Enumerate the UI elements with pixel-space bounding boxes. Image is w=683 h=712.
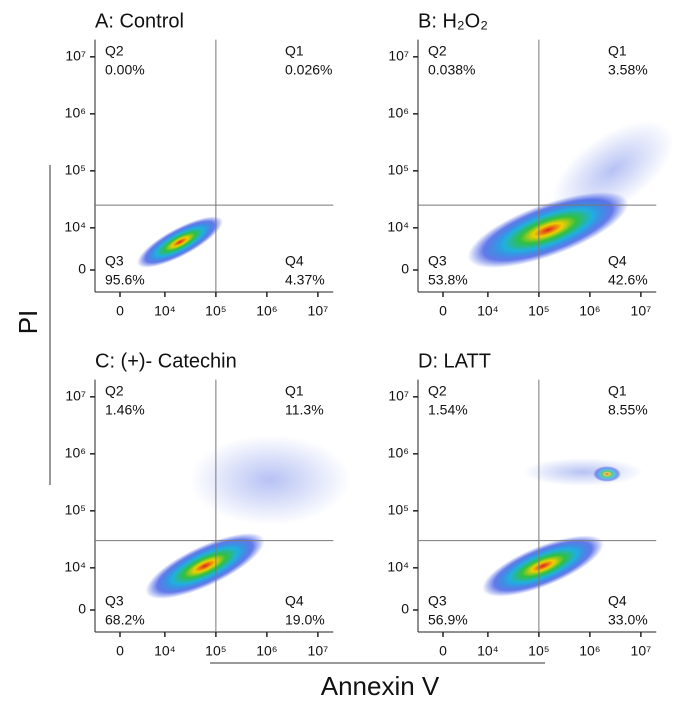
panel-title: C: (+)- Catechin (95, 350, 237, 372)
x-tick-label: 10⁴ (477, 303, 499, 319)
quadrant-percent: 0.00% (105, 62, 145, 78)
x-tick-label: 10⁴ (154, 303, 176, 319)
x-tick-label: 0 (439, 643, 447, 659)
panel-title: D: LATT (418, 350, 491, 372)
x-tick-label: 10⁶ (579, 643, 600, 659)
x-tick-label: 10⁵ (528, 303, 549, 319)
quadrant-percent: 8.55% (608, 402, 648, 418)
x-tick-label: 10⁴ (477, 643, 499, 659)
panel-title: B: H₂O₂ (418, 10, 488, 32)
quadrant-name: Q4 (285, 253, 304, 269)
y-tick-label: 10⁴ (387, 219, 409, 235)
quadrant-name: Q4 (608, 593, 627, 609)
x-tick-label: 10⁵ (205, 643, 226, 659)
quadrant-percent: 3.58% (608, 62, 648, 78)
quadrant-name: Q3 (428, 593, 447, 609)
y-tick-label: 10⁴ (64, 219, 86, 235)
y-tick-label: 0 (78, 601, 86, 617)
panel-title: A: Control (95, 10, 184, 32)
quadrant-percent: 0.026% (285, 62, 332, 78)
y-tick-label: 10⁴ (387, 559, 409, 575)
quadrant-percent: 68.2% (105, 612, 145, 628)
sparse-cloud (523, 458, 643, 486)
quadrant-name: Q3 (105, 593, 124, 609)
quadrant-percent: 19.0% (285, 612, 325, 628)
density-cloud (137, 216, 223, 268)
density-cloud (482, 535, 604, 597)
panel: A: Control 0 10⁴ 10⁵ 10⁶ 10⁷ 0 10⁴ 10⁵ 10⁶ 10⁷ Q1 0.… (64, 10, 334, 319)
sparse-cloud (190, 435, 350, 525)
y-tick-label: 0 (401, 261, 409, 277)
density-cloud (593, 466, 621, 482)
quadrant-name: Q4 (285, 593, 304, 609)
quadrant-name: Q2 (428, 43, 447, 59)
x-axis-label: Annexin V (321, 671, 440, 701)
x-tick-label: 10⁶ (579, 303, 600, 319)
quadrant-percent: 56.9% (428, 612, 468, 628)
quadrant-percent: 33.0% (608, 612, 648, 628)
density-cloud (467, 192, 629, 268)
quadrant-percent: 1.54% (428, 402, 468, 418)
quadrant-name: Q1 (285, 43, 304, 59)
quadrant-percent: 1.46% (105, 402, 145, 418)
y-tick-label: 10⁷ (65, 48, 86, 64)
y-tick-label: 10⁶ (65, 445, 86, 461)
quadrant-percent: 42.6% (608, 272, 648, 288)
y-tick-label: 10⁶ (388, 445, 409, 461)
quadrant-name: Q2 (105, 383, 124, 399)
x-tick-label: 10⁷ (308, 303, 329, 319)
quadrant-percent: 95.6% (105, 272, 145, 288)
quadrant-name: Q1 (608, 383, 627, 399)
y-tick-label: 10⁷ (388, 388, 409, 404)
x-tick-label: 10⁷ (631, 303, 652, 319)
quadrant-name: Q2 (105, 43, 124, 59)
quadrant-name: Q1 (608, 43, 627, 59)
y-tick-label: 10⁵ (65, 162, 86, 178)
quadrant-name: Q1 (285, 383, 304, 399)
y-tick-label: 10⁴ (64, 559, 86, 575)
x-tick-label: 10⁷ (308, 643, 329, 659)
quadrant-percent: 11.3% (285, 402, 324, 418)
y-tick-label: 10⁶ (388, 105, 409, 121)
x-tick-label: 0 (439, 303, 447, 319)
y-tick-label: 0 (78, 261, 86, 277)
quadrant-name: Q3 (105, 253, 124, 269)
quadrant-percent: 0.038% (428, 62, 475, 78)
y-tick-label: 10⁷ (388, 48, 409, 64)
panel: D: LATT 0 10⁴ 10⁵ 10⁶ 10⁷ 0 10⁴ 10⁵ 10⁶ 10⁷ Q1 8.55%… (387, 350, 657, 659)
y-tick-label: 10⁶ (65, 105, 86, 121)
y-axis-label: PI (13, 310, 43, 335)
x-tick-label: 0 (116, 303, 124, 319)
panel: C: (+)- Catechin 0 10⁴ 10⁵ 10⁶ 10⁷ 0 10⁴ 10⁵ 10⁶ 1… (64, 350, 350, 659)
quadrant-percent: 53.8% (428, 272, 468, 288)
x-tick-label: 10⁶ (256, 303, 277, 319)
y-tick-label: 10⁵ (65, 502, 86, 518)
y-tick-label: 10⁵ (388, 502, 409, 518)
quadrant-percent: 4.37% (285, 272, 325, 288)
x-tick-label: 10⁵ (528, 643, 549, 659)
y-tick-label: 10⁷ (65, 388, 86, 404)
y-tick-label: 10⁵ (388, 162, 409, 178)
x-tick-label: 10⁶ (256, 643, 277, 659)
y-tick-label: 0 (401, 601, 409, 617)
x-tick-label: 10⁷ (631, 643, 652, 659)
x-tick-label: 0 (116, 643, 124, 659)
quadrant-name: Q2 (428, 383, 447, 399)
x-tick-label: 10⁴ (154, 643, 176, 659)
panel: B: H₂O₂ 0 10⁴ 10⁵ 10⁶ 10⁷ 0 10⁴ 10⁵ 10⁶ 10⁷ Q1 3.58%… (387, 10, 674, 319)
quadrant-name: Q3 (428, 253, 447, 269)
density-cloud (145, 533, 265, 599)
x-tick-label: 10⁵ (205, 303, 226, 319)
quadrant-name: Q4 (608, 253, 627, 269)
